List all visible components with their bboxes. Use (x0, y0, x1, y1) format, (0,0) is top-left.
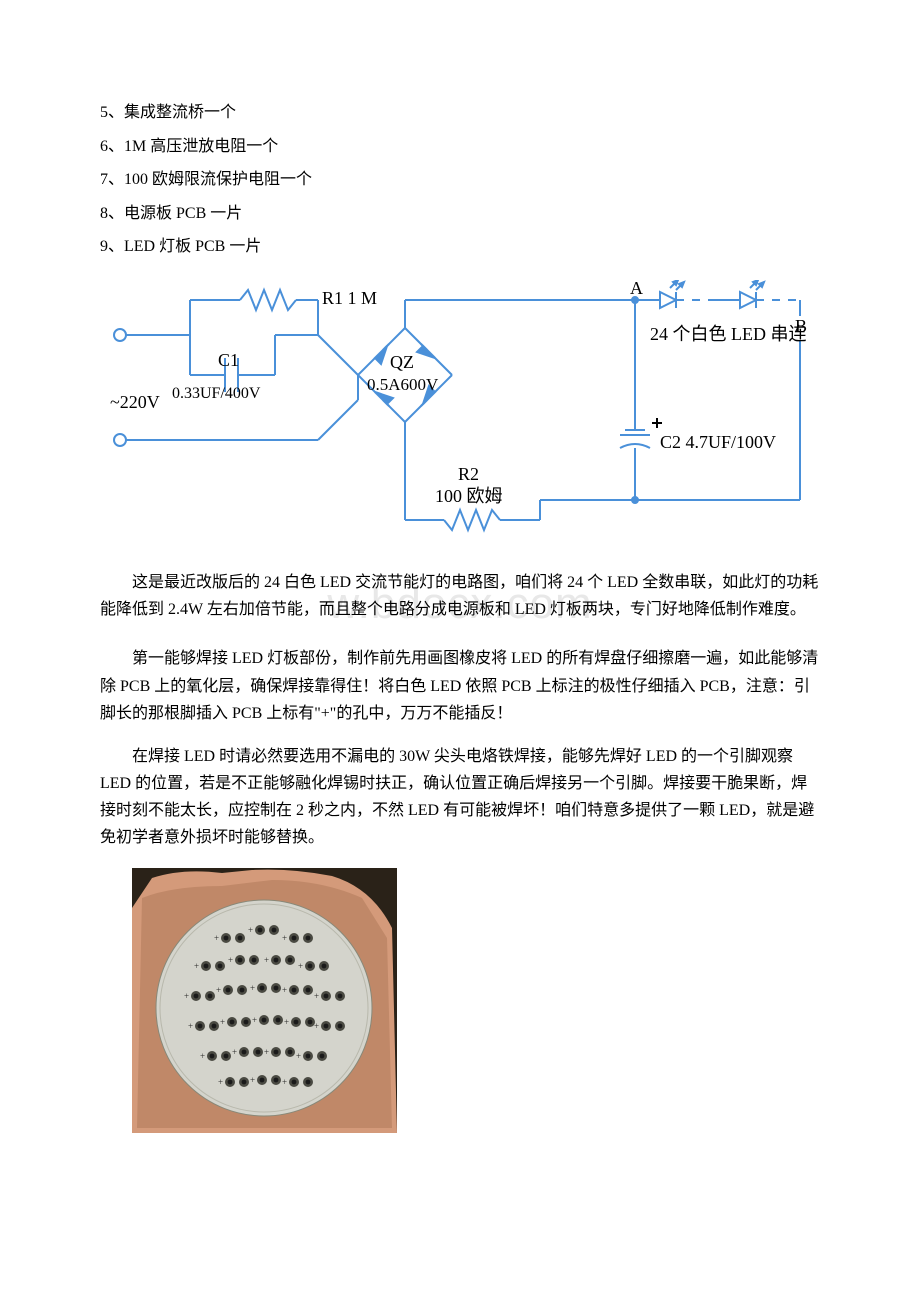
svg-text:R1 1 M: R1 1 M (322, 288, 377, 308)
svg-text:100 欧姆: 100 欧姆 (435, 486, 503, 506)
svg-text:C2 4.7UF/100V: C2 4.7UF/100V (660, 432, 776, 452)
svg-text:+: + (184, 991, 189, 1001)
svg-text:+: + (216, 985, 221, 995)
svg-text:+: + (282, 1077, 287, 1087)
svg-text:+: + (264, 1047, 269, 1057)
svg-text:+: + (200, 1051, 205, 1061)
list-item-6: 6、1M 高压泄放电阻一个 (100, 134, 820, 160)
svg-text:+: + (218, 1077, 223, 1087)
circuit-diagram: R1 1 M A B 24 个白色 LED 串连 ~220V C1 0.33UF… (100, 280, 820, 549)
svg-text:+: + (296, 1051, 301, 1061)
svg-text:R2: R2 (458, 464, 479, 484)
svg-text:+: + (232, 1047, 237, 1057)
svg-text:QZ: QZ (390, 352, 414, 372)
svg-text:+: + (314, 1021, 319, 1031)
svg-text:+: + (298, 961, 303, 971)
svg-text:+: + (250, 1075, 255, 1085)
paragraph-2: 第一能够焊接 LED 灯板部份，制作前先用画图橡皮将 LED 的所有焊盘仔细擦磨… (100, 645, 820, 727)
list-item-9: 9、LED 灯板 PCB 一片 (100, 234, 820, 260)
list-item-8: 8、电源板 PCB 一片 (100, 201, 820, 227)
svg-text:+: + (282, 985, 287, 995)
svg-text:+: + (264, 955, 269, 965)
svg-text:+: + (252, 1015, 257, 1025)
svg-text:~220V: ~220V (110, 392, 160, 412)
svg-text:+: + (194, 961, 199, 971)
svg-text:+: + (228, 955, 233, 965)
svg-text:+: + (250, 983, 255, 993)
svg-text:A: A (630, 280, 643, 298)
svg-text:+: + (188, 1021, 193, 1031)
svg-text:+: + (284, 1017, 289, 1027)
svg-text:+: + (314, 991, 319, 1001)
svg-text:+: + (220, 1017, 225, 1027)
pcb-photo: + + + + + + + + + + + + + + + + + + + + + + + + (132, 868, 820, 1142)
list-item-5: 5、集成整流桥一个 (100, 100, 820, 126)
svg-text:+: + (214, 933, 219, 943)
list-item-7: 7、100 欧姆限流保护电阻一个 (100, 167, 820, 193)
svg-text:+: + (248, 925, 253, 935)
svg-text:C1: C1 (218, 350, 239, 370)
svg-text:24 个白色 LED 串连: 24 个白色 LED 串连 (650, 324, 807, 344)
svg-text:0.5A600V: 0.5A600V (367, 375, 439, 394)
svg-text:+: + (282, 933, 287, 943)
paragraph-3: 在焊接 LED 时请必然要选用不漏电的 30W 尖头电烙铁焊接，能够先焊好 LE… (100, 743, 820, 852)
svg-text:0.33UF/400V: 0.33UF/400V (172, 385, 261, 402)
paragraph-1: 这是最近改版后的 24 白色 LED 交流节能灯的电路图，咱们将 24 个 LE… (100, 569, 820, 623)
